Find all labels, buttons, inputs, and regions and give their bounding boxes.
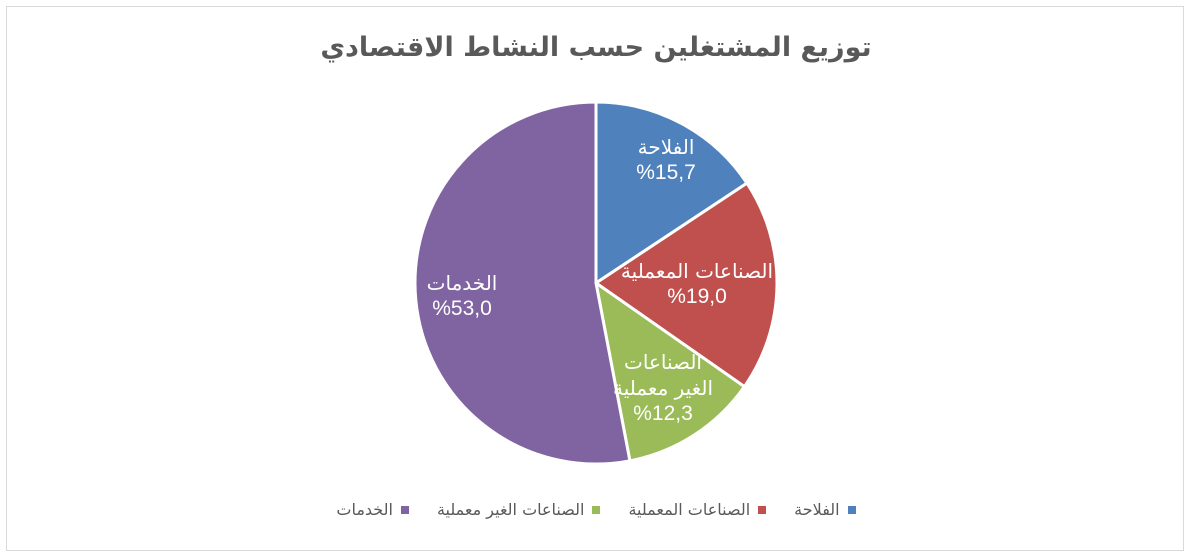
slice-name-0: الفلاحة [637,135,695,159]
slice-value-3: %53,0 [432,297,492,320]
slice-label-1: الصناعات المعملية %19,0 [621,258,773,310]
legend-item-3: الخدمات [336,500,409,519]
legend-swatch-2 [592,505,601,514]
legend-item-0: الفلاحة [794,500,856,519]
slice-name-1: الصناعات المعملية [620,259,774,283]
legend-label-2: الصناعات الغير معملية [436,500,585,519]
slice-value-0: %15,7 [636,161,696,184]
slice-name-3: الخدمات [426,271,498,295]
slice-value-2: %12,3 [633,402,693,425]
pie-slice-3 [413,100,632,466]
legend-item-2: الصناعات الغير معملية [437,500,601,519]
legend-label-3: الخدمات [336,500,393,519]
legend-swatch-1 [758,505,767,514]
slice-label-3: الخدمات %53,0 [427,270,498,322]
pie-slice-1 [594,181,779,389]
slice-label-0: الفلاحة %15,7 [636,134,696,186]
legend-label-0: الفلاحة [794,500,840,519]
slice-value-1: %19,0 [667,285,727,308]
legend-item-1: الصناعات المعملية [628,500,767,519]
slice-label-2: الصناعات الغير معملية %12,3 [608,349,718,427]
pie-slice-2 [594,281,746,463]
chart-legend: الفلاحة الصناعات المعملية الصناعات الغير م… [0,500,1192,519]
chart-title: توزيع المشتغلين حسب النشاط الاقتصادي [320,32,872,63]
legend-swatch-3 [400,505,409,514]
pie-slice-0 [594,100,749,285]
slice-name-2: الصناعات الغير معملية [612,350,714,400]
legend-label-1: الصناعات المعملية [628,500,751,519]
legend-swatch-0 [847,505,856,514]
